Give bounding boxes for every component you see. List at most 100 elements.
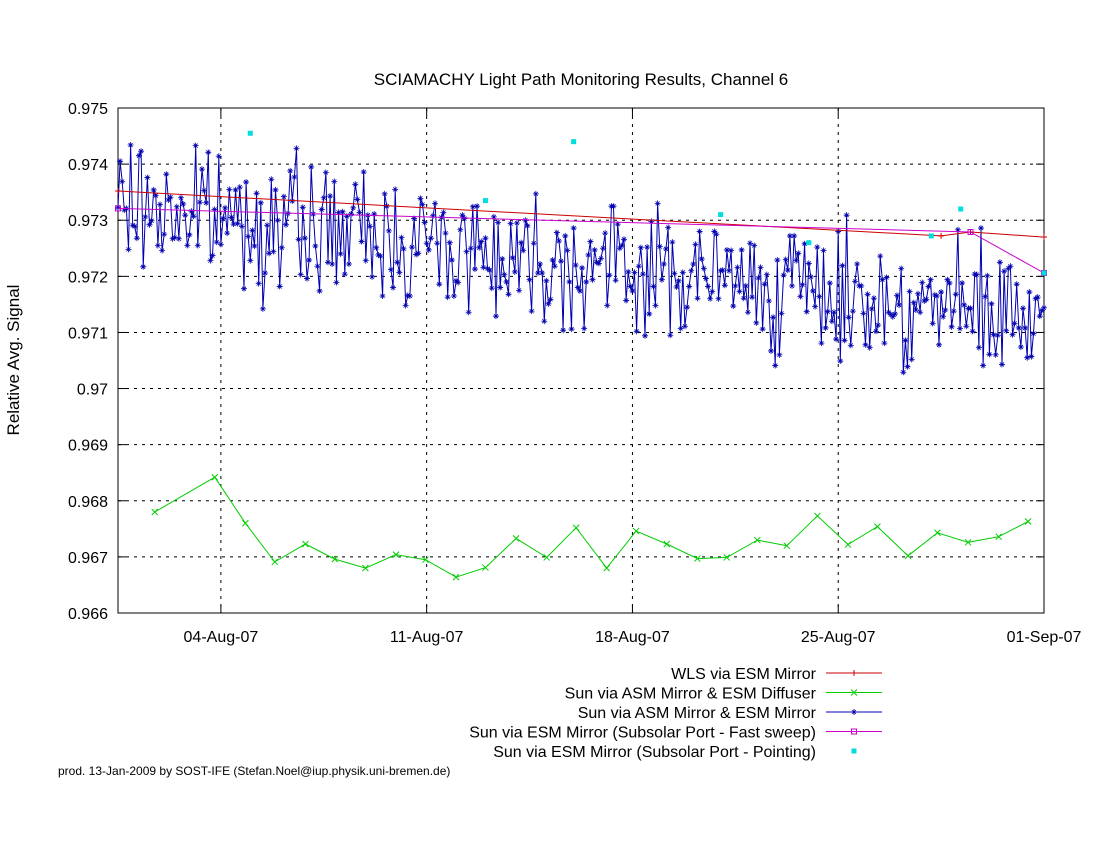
data-point	[186, 231, 193, 238]
data-point	[618, 242, 625, 249]
series-line	[154, 476, 1029, 578]
data-point	[520, 247, 527, 254]
data-point	[156, 201, 163, 208]
data-point	[910, 299, 917, 306]
data-point	[177, 194, 184, 201]
data-point	[942, 307, 949, 313]
data-point	[115, 188, 121, 195]
data-point	[516, 287, 523, 294]
data-point	[404, 292, 411, 299]
y-tick-label: 0.973	[68, 213, 108, 230]
data-point	[394, 259, 401, 266]
data-point	[243, 179, 250, 186]
data-point	[772, 362, 779, 369]
series-4	[247, 130, 1047, 276]
data-point	[408, 244, 415, 251]
data-point	[545, 300, 552, 307]
data-point	[513, 220, 520, 227]
data-point	[423, 240, 430, 247]
data-point	[784, 267, 791, 274]
data-point	[650, 283, 657, 290]
data-point	[964, 538, 972, 546]
legend-marker	[851, 670, 857, 676]
data-point	[810, 287, 817, 294]
data-point	[591, 246, 598, 253]
data-point	[274, 217, 281, 224]
data-point	[547, 296, 554, 303]
data-point	[889, 313, 896, 320]
data-point	[713, 231, 720, 238]
footer-note: prod. 13-Jan-2009 by SOST-IFE (Stefan.No…	[58, 764, 450, 778]
data-point	[192, 142, 199, 149]
data-point	[249, 227, 256, 234]
data-point	[879, 276, 886, 283]
data-point	[912, 307, 919, 313]
data-point	[570, 225, 577, 232]
data-point	[1015, 324, 1022, 331]
data-point	[623, 297, 630, 304]
data-point	[602, 230, 609, 237]
y-tick-label: 0.974	[68, 157, 108, 174]
data-point	[125, 246, 132, 253]
data-point	[358, 238, 365, 245]
data-point	[461, 215, 468, 222]
data-point	[366, 223, 373, 230]
data-point	[302, 540, 309, 548]
data-point	[1041, 234, 1047, 241]
data-point	[673, 283, 680, 290]
data-point	[320, 194, 327, 201]
data-point	[705, 283, 712, 290]
data-point	[203, 199, 210, 206]
data-point	[639, 271, 646, 278]
data-point	[541, 318, 548, 325]
data-point	[571, 139, 577, 145]
data-point	[478, 238, 485, 245]
data-point	[337, 250, 344, 257]
data-point	[463, 248, 470, 255]
data-point	[606, 272, 613, 279]
data-point	[331, 178, 338, 185]
data-point	[954, 226, 961, 233]
data-point	[959, 280, 966, 287]
data-point	[938, 289, 945, 296]
data-point	[667, 332, 674, 339]
data-point	[677, 325, 684, 332]
data-point	[919, 279, 926, 286]
data-point	[341, 271, 348, 278]
data-point	[289, 198, 296, 205]
data-point	[996, 259, 1003, 266]
data-point	[574, 284, 581, 291]
data-point	[240, 285, 247, 292]
data-point	[583, 278, 590, 285]
data-point	[501, 271, 508, 278]
data-point	[585, 252, 592, 259]
data-point	[956, 325, 963, 332]
data-point	[373, 244, 380, 251]
data-point	[663, 245, 670, 252]
data-point	[637, 244, 644, 251]
data-point	[845, 314, 852, 321]
data-point	[217, 241, 224, 248]
data-point	[306, 257, 313, 264]
data-point	[986, 351, 993, 358]
data-point	[925, 283, 932, 290]
data-point	[427, 235, 434, 242]
data-point	[1007, 263, 1014, 270]
data-point	[675, 277, 682, 284]
legend-marker	[850, 689, 858, 696]
data-point	[938, 232, 945, 239]
data-point	[354, 196, 361, 203]
data-point	[776, 351, 783, 358]
data-point	[826, 280, 833, 287]
data-point	[450, 292, 457, 299]
data-point	[175, 235, 182, 242]
data-point	[452, 573, 460, 581]
data-point	[369, 273, 376, 280]
axis-ticks: 0.966 0.967 0.968 0.969 0.97 0.971 0.972 0.973 0…	[68, 101, 1082, 646]
data-point	[768, 347, 775, 354]
data-point	[971, 271, 978, 278]
data-point	[828, 318, 835, 325]
data-point	[539, 269, 546, 276]
data-point	[505, 291, 512, 298]
data-point	[778, 310, 785, 317]
